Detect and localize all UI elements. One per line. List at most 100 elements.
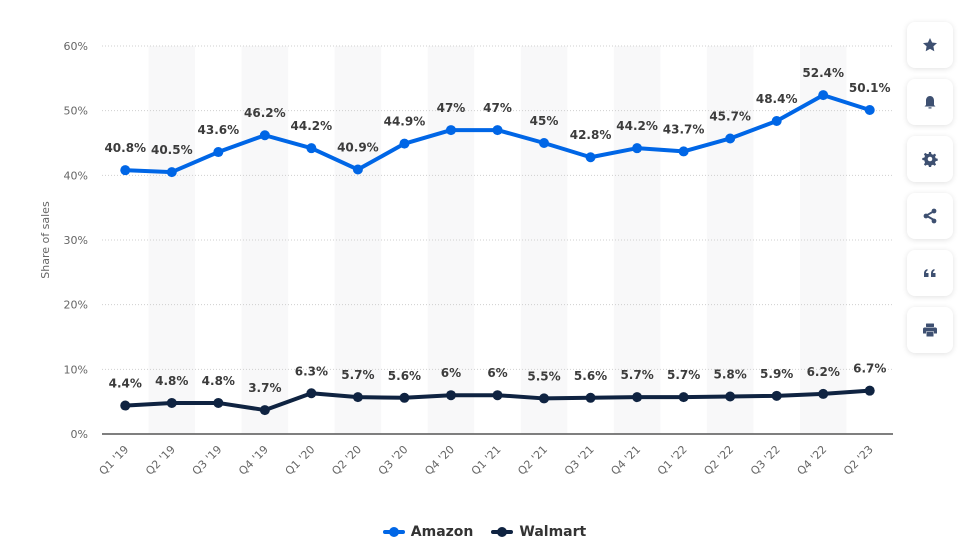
gear-icon — [922, 152, 938, 167]
data-point[interactable] — [585, 152, 596, 163]
data-point[interactable] — [864, 105, 875, 116]
data-label: 6% — [441, 366, 461, 380]
data-point[interactable] — [678, 146, 689, 157]
data-point[interactable] — [818, 90, 829, 101]
x-tick-label: Q2 '21 — [515, 443, 550, 478]
data-point[interactable] — [120, 165, 131, 176]
data-label: 50.1% — [849, 81, 891, 95]
notification-button[interactable] — [907, 79, 953, 125]
sidebar-tools — [907, 22, 953, 353]
data-point[interactable] — [213, 397, 224, 408]
x-tick-label: Q2 '22 — [701, 443, 736, 478]
data-label: 46.2% — [244, 106, 286, 120]
data-point[interactable] — [120, 400, 131, 411]
data-label: 4.8% — [155, 374, 188, 388]
share-button[interactable] — [907, 193, 953, 239]
y-axis-label: Share of sales — [39, 201, 52, 279]
star-icon — [923, 38, 937, 52]
print-icon — [923, 323, 937, 337]
data-point[interactable] — [492, 125, 503, 136]
data-point[interactable] — [399, 392, 410, 403]
data-point[interactable] — [445, 125, 456, 136]
data-point[interactable] — [678, 392, 689, 403]
series-walmart: 4.4% 4.8% 4.8% 3.7% 6.3% 5.7% 5.6% 6% 6% 5.5% 5.6%… — [109, 362, 886, 416]
data-point[interactable] — [818, 388, 829, 399]
legend-walmart-label: Walmart — [519, 524, 587, 540]
x-tick-label: Q1 '20 — [283, 443, 318, 478]
data-label: 45% — [530, 114, 559, 128]
share-icon — [923, 208, 937, 224]
data-point[interactable] — [306, 388, 317, 399]
data-label: 5.7% — [667, 368, 700, 382]
settings-button[interactable] — [907, 136, 953, 182]
data-point[interactable] — [166, 397, 177, 408]
data-point[interactable] — [213, 147, 224, 158]
data-point[interactable] — [725, 133, 736, 144]
y-axis-ticks: 0% 10% 20% 30% 40% 50% 60% — [64, 40, 88, 441]
data-point[interactable] — [771, 116, 782, 127]
data-point[interactable] — [259, 130, 270, 141]
data-label: 43.6% — [198, 123, 240, 137]
y-tick-label: 30% — [64, 234, 88, 247]
data-point[interactable] — [492, 390, 503, 401]
data-point[interactable] — [632, 143, 643, 154]
data-label: 4.8% — [202, 374, 235, 388]
y-tick-label: 20% — [64, 299, 88, 312]
x-tick-label: Q1 '22 — [655, 443, 690, 478]
data-point[interactable] — [259, 405, 270, 416]
data-point[interactable] — [306, 143, 317, 154]
x-tick-label: Q3 '21 — [562, 443, 597, 478]
data-point[interactable] — [539, 393, 550, 404]
legend-walmart-symbol — [491, 526, 514, 538]
series-group: 40.8% 40.5% 43.6% 46.2% 44.2% 40.9% 44.9% 47% 47… — [104, 66, 891, 416]
data-point[interactable] — [771, 390, 782, 401]
print-button[interactable] — [907, 307, 953, 353]
data-label: 47% — [483, 101, 512, 115]
data-label: 5.7% — [341, 368, 374, 382]
data-label: 43.7% — [663, 122, 705, 136]
data-label: 6.2% — [807, 365, 840, 379]
x-tick-label: Q4 '19 — [236, 443, 271, 478]
y-tick-label: 50% — [64, 105, 88, 118]
favorite-button[interactable] — [907, 22, 953, 68]
data-point[interactable] — [166, 167, 177, 178]
legend: Amazon Walmart — [0, 524, 969, 540]
data-point[interactable] — [725, 391, 736, 402]
data-label: 4.4% — [109, 377, 142, 391]
x-tick-label: Q3 '20 — [376, 443, 411, 478]
x-tick-label: Q1 '21 — [469, 443, 504, 478]
y-tick-label: 0% — [71, 428, 88, 441]
x-tick-label: Q4 '20 — [422, 443, 457, 478]
data-point[interactable] — [864, 385, 875, 396]
legend-item-amazon[interactable]: Amazon — [382, 524, 473, 540]
x-tick-label: Q2 '20 — [329, 443, 364, 478]
data-label: 5.9% — [760, 367, 793, 381]
x-tick-label: Q4 '21 — [608, 443, 643, 478]
data-label: 52.4% — [802, 66, 844, 80]
x-axis-ticks: Q1 '19 Q2 '19 Q3 '19 Q4 '19 Q1 '20 Q2 '20 Q3 '… — [97, 443, 876, 478]
data-point[interactable] — [352, 392, 363, 403]
y-tick-label: 10% — [64, 363, 88, 376]
data-label: 48.4% — [756, 92, 798, 106]
legend-amazon-symbol — [382, 526, 405, 538]
data-point[interactable] — [585, 392, 596, 403]
data-point[interactable] — [632, 392, 643, 403]
data-label: 5.8% — [714, 367, 747, 381]
data-label: 3.7% — [248, 381, 281, 395]
cite-button[interactable] — [907, 250, 953, 296]
data-point[interactable] — [445, 390, 456, 401]
y-tick-label: 40% — [64, 169, 88, 182]
data-label: 5.6% — [574, 369, 607, 383]
data-label: 5.6% — [388, 369, 421, 383]
data-point[interactable] — [399, 138, 410, 149]
legend-item-walmart[interactable]: Walmart — [491, 524, 586, 540]
data-point[interactable] — [352, 164, 363, 175]
data-label: 5.7% — [620, 368, 653, 382]
x-tick-label: Q2 '23 — [841, 443, 876, 478]
quote-icon — [924, 269, 936, 277]
data-label: 6.7% — [853, 362, 886, 376]
data-label: 44.2% — [291, 119, 333, 133]
data-point[interactable] — [539, 138, 550, 148]
data-label: 42.8% — [570, 128, 612, 142]
